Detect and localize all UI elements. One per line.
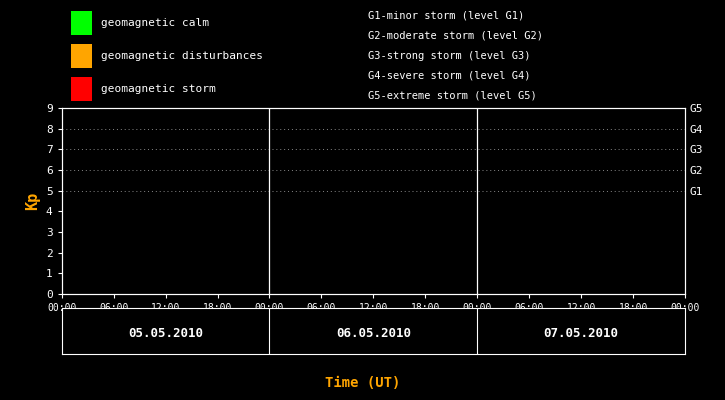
Y-axis label: Kp: Kp: [25, 192, 41, 210]
Text: G5-extreme storm (level G5): G5-extreme storm (level G5): [368, 91, 537, 101]
Text: Time (UT): Time (UT): [325, 376, 400, 390]
Text: G3-strong storm (level G3): G3-strong storm (level G3): [368, 51, 531, 61]
Text: geomagnetic storm: geomagnetic storm: [101, 84, 215, 94]
Text: G4-severe storm (level G4): G4-severe storm (level G4): [368, 71, 531, 81]
Text: 05.05.2010: 05.05.2010: [128, 327, 203, 340]
Text: geomagnetic calm: geomagnetic calm: [101, 18, 209, 28]
Text: geomagnetic disturbances: geomagnetic disturbances: [101, 51, 262, 61]
Bar: [70, 11, 91, 35]
Text: G1-minor storm (level G1): G1-minor storm (level G1): [368, 11, 524, 21]
Text: 07.05.2010: 07.05.2010: [544, 327, 618, 340]
Text: 06.05.2010: 06.05.2010: [336, 327, 411, 340]
Bar: [70, 77, 91, 101]
Text: G2-moderate storm (level G2): G2-moderate storm (level G2): [368, 31, 543, 41]
Bar: [70, 44, 91, 68]
